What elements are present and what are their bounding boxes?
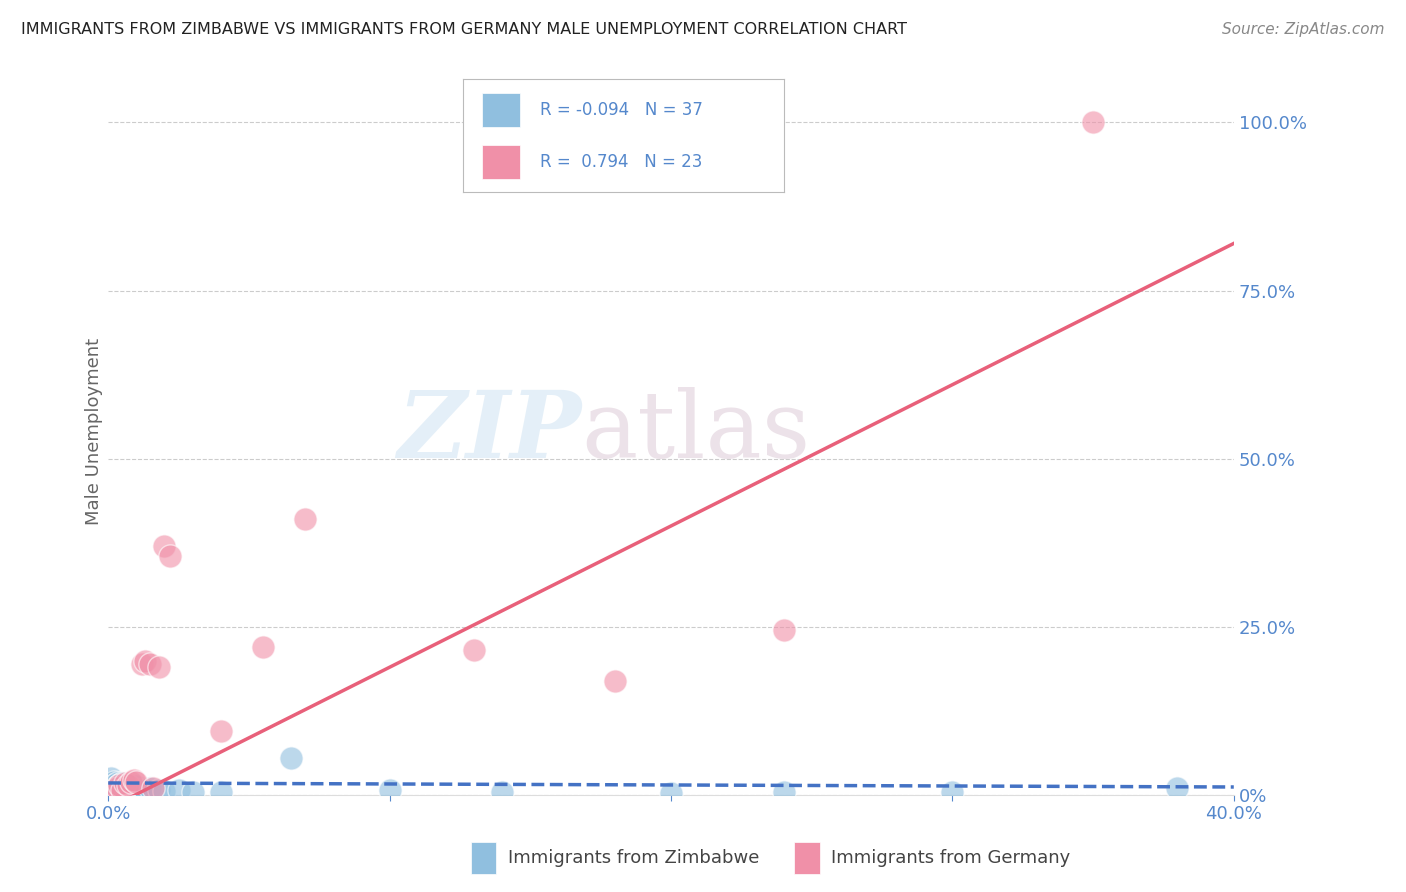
Point [103, 781, 125, 796]
Y-axis label: Male Unemployment: Male Unemployment [86, 338, 103, 525]
Point [181, 785, 204, 799]
Text: Immigrants from Zimbabwe: Immigrants from Zimbabwe [508, 849, 759, 867]
Point [134, 783, 156, 797]
Point [603, 673, 626, 688]
Point [139, 781, 162, 796]
Point [134, 653, 156, 667]
Point [120, 778, 142, 792]
Point [100, 778, 122, 792]
Point [378, 782, 401, 797]
Point [209, 785, 232, 799]
Point [105, 781, 128, 796]
Point [280, 751, 302, 765]
Point [142, 781, 165, 796]
Point [131, 657, 153, 671]
Point [114, 778, 136, 792]
Point [103, 774, 125, 789]
Point [103, 785, 125, 799]
Point [120, 784, 142, 798]
Point [105, 776, 128, 790]
Text: IMMIGRANTS FROM ZIMBABWE VS IMMIGRANTS FROM GERMANY MALE UNEMPLOYMENT CORRELATIO: IMMIGRANTS FROM ZIMBABWE VS IMMIGRANTS F… [21, 22, 907, 37]
Point [139, 657, 162, 671]
Point [153, 784, 176, 798]
Point [167, 782, 190, 797]
Point [100, 774, 122, 789]
Point [159, 549, 181, 564]
Point [125, 774, 148, 789]
Point [1081, 115, 1104, 129]
Point [491, 785, 513, 799]
Point [128, 782, 150, 797]
Point [122, 773, 145, 788]
Point [125, 780, 148, 794]
Point [105, 782, 128, 797]
Text: Immigrants from Germany: Immigrants from Germany [831, 849, 1070, 867]
Point [659, 786, 682, 800]
Point [148, 782, 170, 797]
Point [120, 774, 142, 789]
Point [117, 780, 139, 794]
Point [100, 771, 122, 785]
Text: ZIP: ZIP [396, 387, 581, 477]
Point [1166, 781, 1188, 796]
Point [108, 778, 131, 792]
Point [108, 781, 131, 796]
Point [463, 643, 485, 657]
Point [114, 781, 136, 796]
Point [131, 785, 153, 799]
Point [117, 782, 139, 797]
Point [294, 512, 316, 526]
Point [252, 640, 274, 654]
Point [105, 780, 128, 794]
Point [772, 785, 794, 799]
Point [111, 776, 134, 790]
Point [108, 778, 131, 792]
Point [148, 660, 170, 674]
Point [117, 778, 139, 792]
Point [103, 778, 125, 792]
Point [122, 781, 145, 796]
Text: atlas: atlas [581, 387, 810, 477]
Point [772, 624, 794, 638]
Point [209, 724, 232, 739]
Point [111, 780, 134, 794]
Point [153, 539, 176, 553]
Point [941, 785, 963, 799]
Point [114, 776, 136, 790]
Text: Source: ZipAtlas.com: Source: ZipAtlas.com [1222, 22, 1385, 37]
Point [111, 782, 134, 797]
